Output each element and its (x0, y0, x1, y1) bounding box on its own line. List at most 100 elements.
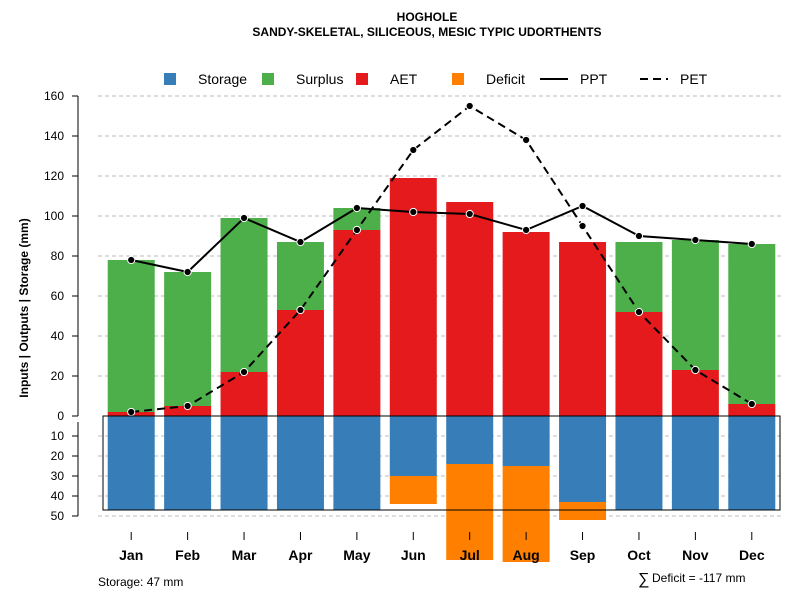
x-tick-label-jun: Jun (401, 547, 426, 563)
legend-label-storage: Storage (198, 71, 247, 87)
deficit-sum-symbol: ∑ (638, 571, 649, 588)
deficit-note: Deficit = -117 mm (652, 571, 745, 585)
y-tick-label: 10 (51, 429, 65, 443)
ppt-point (691, 235, 700, 245)
legend: Storage Surplus AET Deficit PPT PET (164, 71, 708, 87)
legend-swatch-deficit (452, 73, 464, 85)
storage-bar (559, 416, 607, 502)
deficit-bar (502, 466, 550, 562)
legend-swatch-surplus (262, 73, 274, 85)
ppt-point (747, 239, 756, 249)
chart-title: HOGHOLE (397, 10, 458, 24)
y-tick-label: 0 (57, 409, 64, 423)
storage-bar (671, 416, 719, 510)
y-tick-label: 140 (44, 129, 64, 143)
x-tick-label-aug: Aug (513, 547, 540, 563)
y-tick-label: 50 (51, 509, 65, 523)
y-tick-label: 20 (51, 449, 65, 463)
legend-label-pet: PET (680, 71, 708, 87)
pet-point (747, 399, 756, 409)
surplus-bar (276, 242, 324, 310)
aet-bar (728, 404, 776, 416)
ppt-point (239, 213, 249, 223)
ppt-point (578, 201, 587, 211)
storage-bar (220, 416, 268, 510)
legend-label-surplus: Surplus (296, 71, 343, 87)
deficit-bar (559, 502, 607, 520)
ppt-point (183, 267, 192, 277)
deficit-bar (446, 464, 494, 560)
series-lines (127, 101, 756, 417)
ppt-point (296, 237, 305, 247)
pet-point (296, 305, 305, 315)
x-tick-label-jul: Jul (460, 547, 480, 563)
x-tick-label-apr: Apr (288, 547, 313, 563)
storage-bar (164, 416, 212, 510)
surplus-bar (728, 244, 776, 404)
y-tick-label: 100 (44, 209, 64, 223)
aet-bar (671, 370, 719, 416)
pet-point (465, 101, 474, 111)
y-tick-label: 120 (44, 169, 64, 183)
x-tick-label-dec: Dec (739, 547, 765, 563)
y-tick-label: 40 (51, 329, 65, 343)
ppt-point (409, 207, 418, 217)
ppt-point (634, 231, 644, 241)
pet-point (239, 367, 249, 377)
aet-bar (220, 372, 268, 416)
surplus-bar (615, 242, 663, 312)
aet-bar (502, 232, 550, 416)
storage-bar (107, 416, 155, 510)
surplus-bar (333, 208, 381, 230)
ppt-point (127, 255, 136, 265)
pet-point (522, 135, 531, 145)
storage-bar (728, 416, 776, 510)
axes: 0 20 40 60 80 100 120 140 160 10 20 30 40 50 Jan Feb Mar… (44, 89, 781, 563)
x-tick-label-mar: Mar (232, 547, 257, 563)
ppt-point (352, 203, 361, 213)
aet-bar (559, 242, 607, 416)
pet-point (127, 407, 136, 417)
x-tick-label-oct: Oct (627, 547, 651, 563)
y-axis-label: Inputs | Outputs | Storage (mm) (17, 218, 31, 397)
deficit-bar (389, 476, 437, 504)
storage-bar (333, 416, 381, 510)
pet-point (352, 225, 361, 235)
aet-bar (164, 406, 212, 416)
aet-bar (276, 310, 324, 416)
surplus-bar (164, 272, 212, 406)
x-tick-label-may: May (343, 547, 370, 563)
storage-bar (446, 416, 494, 464)
storage-note: Storage: 47 mm (98, 575, 183, 589)
y-tick-label: 60 (51, 289, 65, 303)
storage-bar (615, 416, 663, 510)
pet-point (183, 401, 192, 411)
legend-swatch-storage (164, 73, 176, 85)
pet-point (409, 145, 418, 155)
ppt-point (522, 225, 531, 235)
y-tick-label: 40 (51, 489, 65, 503)
surplus-bar (107, 260, 155, 412)
x-tick-label-jan: Jan (119, 547, 143, 563)
pet-point (634, 307, 644, 317)
storage-bar (276, 416, 324, 510)
pet-point (578, 221, 587, 231)
legend-label-deficit: Deficit (486, 71, 525, 87)
y-tick-label: 80 (51, 249, 65, 263)
legend-swatch-aet (356, 73, 368, 85)
grid-lines (98, 95, 782, 517)
aet-bar (446, 202, 494, 416)
x-tick-label-feb: Feb (175, 547, 200, 563)
y-tick-label: 160 (44, 89, 64, 103)
y-tick-label: 20 (51, 369, 65, 383)
bars (107, 178, 776, 562)
surplus-bar (671, 240, 719, 370)
ppt-line (131, 204, 752, 274)
pet-line (131, 104, 753, 413)
aet-bar (333, 230, 381, 416)
y-tick-label: 30 (51, 469, 65, 483)
ppt-point (465, 209, 474, 219)
x-tick-label-nov: Nov (682, 547, 709, 563)
surplus-bar (220, 218, 268, 372)
